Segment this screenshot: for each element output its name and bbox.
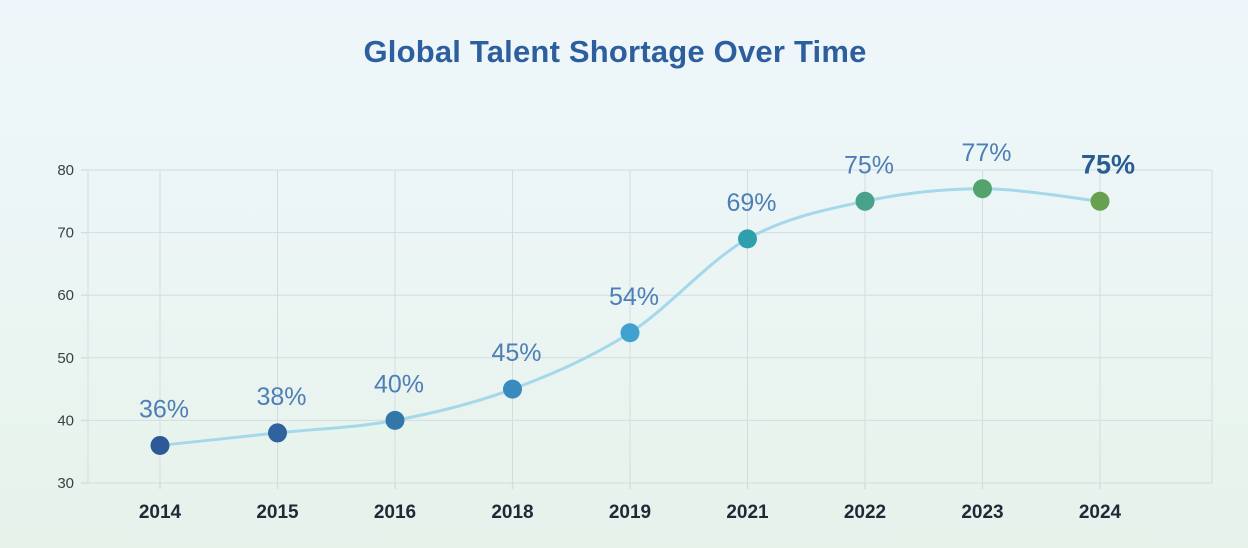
x-tick-label: 2015 [256, 502, 299, 523]
y-tick-label: 80 [57, 162, 74, 179]
data-point-2014 [150, 435, 170, 455]
data-label-2023: 77% [961, 139, 1011, 167]
x-tick-label: 2021 [726, 502, 769, 523]
data-label-2021: 69% [726, 189, 776, 217]
x-tick-label: 2023 [961, 502, 1003, 523]
data-point-2022 [855, 191, 875, 211]
chart-title: Global Talent Shortage Over Time [363, 34, 867, 69]
x-tick-label: 2018 [491, 502, 533, 523]
y-tick-label: 30 [57, 475, 74, 492]
data-label-2014: 36% [139, 395, 189, 423]
x-tick-label: 2024 [1079, 502, 1122, 523]
data-point-2015 [268, 423, 287, 443]
data-point-2018 [503, 379, 522, 399]
y-tick-label: 40 [57, 412, 74, 429]
data-label-2018: 45% [491, 339, 541, 367]
y-tick-label: 60 [57, 287, 74, 304]
y-tick-label: 50 [57, 350, 74, 367]
x-tick-label: 2019 [609, 502, 651, 523]
data-point-2016 [385, 410, 405, 430]
data-label-2015: 38% [256, 383, 306, 411]
data-label-2024: 75% [1081, 149, 1135, 179]
y-tick-label: 70 [57, 225, 74, 242]
x-tick-label: 2022 [844, 502, 886, 523]
data-label-2016: 40% [374, 370, 424, 398]
x-tick-label: 2016 [374, 502, 416, 523]
data-point-2019 [620, 323, 640, 343]
x-tick-label: 2014 [139, 502, 182, 523]
data-label-2019: 54% [609, 283, 659, 311]
data-point-2023 [973, 179, 992, 199]
data-point-2024 [1090, 191, 1110, 211]
data-point-2021 [738, 229, 757, 249]
data-label-2022: 75% [844, 151, 894, 179]
